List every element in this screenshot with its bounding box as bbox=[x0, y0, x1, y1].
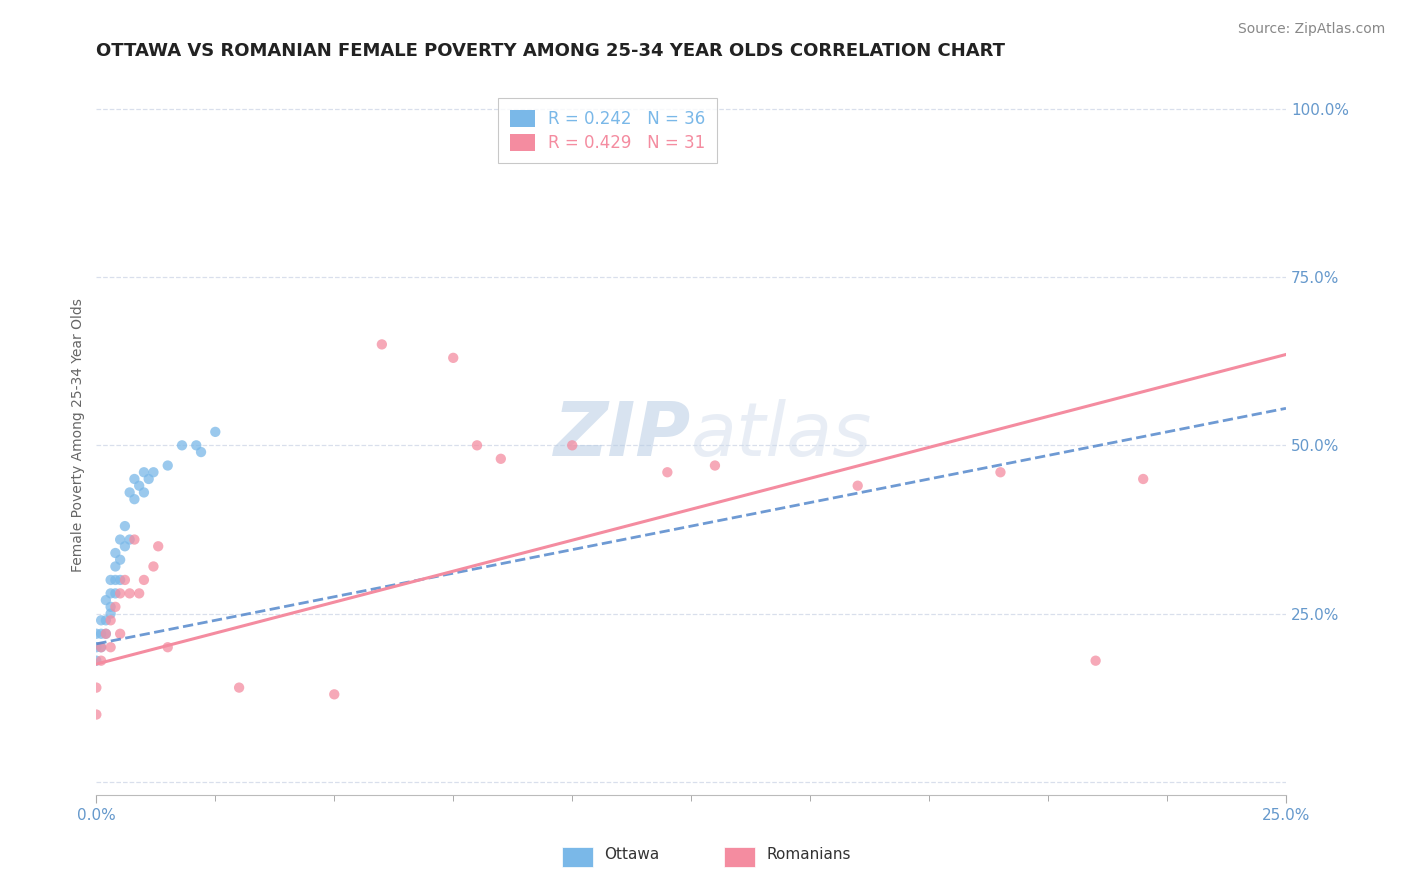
Text: Romanians: Romanians bbox=[766, 847, 851, 862]
Point bbox=[657, 465, 679, 479]
Point bbox=[104, 586, 127, 600]
Point bbox=[86, 707, 108, 722]
Point bbox=[114, 539, 136, 553]
Point bbox=[100, 573, 122, 587]
Point bbox=[86, 654, 108, 668]
Point bbox=[990, 465, 1012, 479]
Point bbox=[100, 613, 122, 627]
Point bbox=[104, 559, 127, 574]
Text: Ottawa: Ottawa bbox=[605, 847, 659, 862]
Point bbox=[90, 654, 112, 668]
Point bbox=[104, 546, 127, 560]
Point bbox=[124, 533, 146, 547]
Text: OTTAWA VS ROMANIAN FEMALE POVERTY AMONG 25-34 YEAR OLDS CORRELATION CHART: OTTAWA VS ROMANIAN FEMALE POVERTY AMONG … bbox=[97, 42, 1005, 60]
Point bbox=[86, 627, 108, 641]
Point bbox=[561, 438, 583, 452]
Point bbox=[489, 451, 512, 466]
Point bbox=[104, 599, 127, 614]
Point bbox=[703, 458, 725, 473]
Point bbox=[465, 438, 488, 452]
Point bbox=[94, 627, 117, 641]
Point bbox=[371, 337, 394, 351]
Text: atlas: atlas bbox=[692, 400, 873, 471]
Point bbox=[156, 458, 179, 473]
Point bbox=[114, 573, 136, 587]
Point bbox=[94, 613, 117, 627]
Point bbox=[1132, 472, 1154, 486]
Point bbox=[118, 586, 141, 600]
Point bbox=[142, 559, 165, 574]
Point bbox=[441, 351, 464, 365]
Point bbox=[108, 533, 131, 547]
Point bbox=[124, 492, 146, 507]
Y-axis label: Female Poverty Among 25-34 Year Olds: Female Poverty Among 25-34 Year Olds bbox=[72, 298, 86, 572]
Point bbox=[138, 472, 160, 486]
Point bbox=[128, 479, 150, 493]
Point bbox=[100, 599, 122, 614]
Point bbox=[104, 573, 127, 587]
Point bbox=[118, 485, 141, 500]
Point bbox=[204, 425, 226, 439]
Point bbox=[846, 479, 869, 493]
Point bbox=[132, 465, 155, 479]
Point bbox=[86, 640, 108, 655]
Point bbox=[90, 640, 112, 655]
Point bbox=[190, 445, 212, 459]
Point bbox=[90, 640, 112, 655]
Point bbox=[108, 627, 131, 641]
Text: Source: ZipAtlas.com: Source: ZipAtlas.com bbox=[1237, 22, 1385, 37]
Text: ZIP: ZIP bbox=[554, 399, 692, 472]
Point bbox=[94, 593, 117, 607]
Point bbox=[108, 573, 131, 587]
Point bbox=[90, 627, 112, 641]
Point bbox=[86, 681, 108, 695]
Point bbox=[142, 465, 165, 479]
Point bbox=[156, 640, 179, 655]
Point bbox=[114, 519, 136, 533]
Legend: R = 0.242   N = 36, R = 0.429   N = 31: R = 0.242 N = 36, R = 0.429 N = 31 bbox=[498, 98, 717, 163]
Point bbox=[108, 553, 131, 567]
Point bbox=[100, 586, 122, 600]
Point bbox=[108, 586, 131, 600]
Point bbox=[148, 539, 170, 553]
Point bbox=[228, 681, 250, 695]
Point bbox=[186, 438, 208, 452]
Point bbox=[100, 607, 122, 621]
Point bbox=[94, 627, 117, 641]
Point bbox=[100, 640, 122, 655]
Point bbox=[132, 573, 155, 587]
Point bbox=[128, 586, 150, 600]
Point bbox=[90, 613, 112, 627]
Point bbox=[132, 485, 155, 500]
Point bbox=[323, 687, 346, 701]
Point bbox=[1084, 654, 1107, 668]
Point bbox=[170, 438, 193, 452]
Point bbox=[118, 533, 141, 547]
Point bbox=[124, 472, 146, 486]
